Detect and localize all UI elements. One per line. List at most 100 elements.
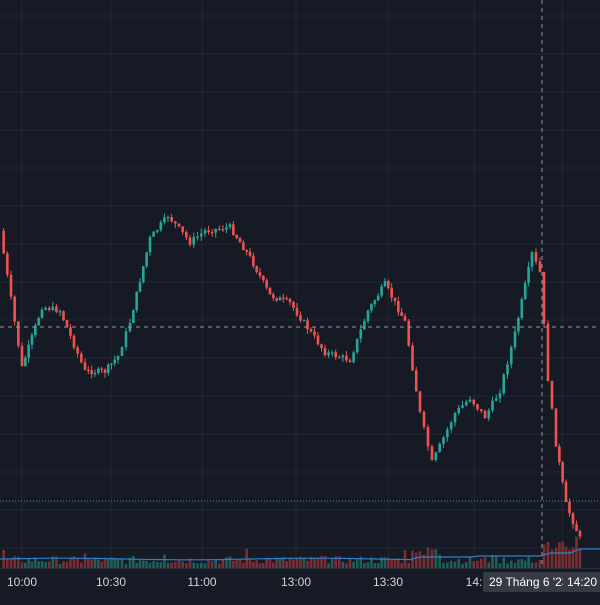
candle-body: [103, 369, 107, 373]
volume-bar: [278, 558, 282, 568]
candle: [302, 319, 306, 322]
candle-body: [461, 405, 464, 408]
volume-bar: [468, 556, 472, 568]
candle-body: [468, 399, 472, 402]
candle-body: [30, 334, 34, 345]
candle-body: [438, 443, 441, 453]
volume-bar: [30, 561, 34, 568]
candle: [228, 222, 232, 230]
candle-body: [188, 237, 192, 245]
candle: [397, 296, 400, 317]
candle: [145, 251, 148, 269]
candle: [530, 250, 534, 272]
chart-grid: [0, 0, 600, 568]
volume-bar: [207, 559, 210, 568]
volume-bar: [571, 547, 575, 568]
volume-bar: [163, 554, 166, 568]
candle-body: [299, 315, 302, 321]
volume-bar: [476, 560, 479, 568]
volume-bar: [316, 558, 320, 568]
candle-body: [527, 266, 530, 284]
candle-body: [337, 357, 341, 359]
candle-body: [575, 524, 578, 532]
volume-bar: [491, 554, 494, 568]
candle: [309, 327, 313, 333]
candle: [217, 225, 221, 231]
volume-bar: [58, 563, 62, 568]
candle-body: [97, 368, 100, 373]
candle: [181, 226, 184, 236]
candle-body: [37, 317, 40, 326]
crosshair-time-label: 14:20: [563, 572, 600, 592]
candle: [252, 252, 255, 269]
candle: [262, 275, 265, 283]
volume-bar: [37, 561, 40, 568]
volume-bar: [196, 563, 199, 568]
candle: [494, 394, 498, 402]
volume-bar: [345, 563, 348, 568]
volume-bar: [561, 541, 564, 568]
candle-body: [80, 353, 83, 363]
volume-bar: [446, 562, 449, 568]
candle-body: [148, 236, 152, 253]
candle: [17, 321, 20, 349]
candle: [166, 215, 170, 222]
candle: [152, 230, 155, 237]
volume-bar: [128, 557, 132, 568]
time-axis[interactable]: 10:00 10:30 11:00 13:00 13:30 14: 29 Thá…: [0, 568, 600, 601]
candle-body: [47, 307, 51, 310]
candle-body: [113, 359, 117, 364]
volume-bar: [275, 557, 278, 568]
candle-body: [345, 355, 348, 361]
volume-bar: [306, 560, 309, 568]
candle: [113, 355, 117, 367]
volume-bar: [155, 561, 159, 568]
volume-bar: [390, 560, 393, 568]
volume-bar: [320, 556, 323, 568]
candle: [355, 338, 359, 355]
volume-bars: [2, 536, 582, 568]
candle-body: [62, 311, 65, 321]
volume-bar: [359, 556, 363, 568]
volume-bar: [132, 556, 135, 568]
volume-bar: [9, 557, 13, 568]
candle: [487, 408, 491, 422]
candle-body: [2, 230, 5, 254]
candle: [546, 320, 550, 382]
candle-body: [517, 317, 520, 332]
candle: [242, 239, 245, 251]
candle: [479, 409, 483, 414]
volume-bar: [295, 557, 299, 568]
candle-body: [13, 296, 16, 322]
candle: [418, 390, 422, 414]
volume-bar: [103, 557, 107, 568]
candle-body: [265, 280, 268, 288]
candle: [37, 316, 40, 327]
candle: [174, 220, 177, 229]
candle-body: [288, 298, 292, 303]
candle: [62, 310, 65, 322]
candle-body: [170, 217, 173, 222]
candle: [275, 297, 278, 303]
volume-bar: [383, 557, 387, 568]
candle-body: [464, 401, 468, 406]
volume-bar: [181, 561, 184, 568]
volume-bar: [13, 556, 16, 568]
candle: [313, 326, 316, 339]
candle: [255, 265, 258, 274]
candle-body: [55, 306, 58, 313]
candle: [390, 283, 393, 303]
candle-body: [571, 513, 575, 525]
candle: [299, 311, 302, 323]
candle-body: [422, 411, 426, 428]
volume-bar: [138, 560, 142, 568]
candle: [93, 369, 97, 377]
candle-body: [363, 321, 366, 330]
candle: [97, 366, 100, 375]
volume-bar: [538, 559, 542, 568]
candle: [370, 302, 373, 313]
volume-bar: [313, 558, 316, 568]
volume-bar: [166, 562, 170, 568]
